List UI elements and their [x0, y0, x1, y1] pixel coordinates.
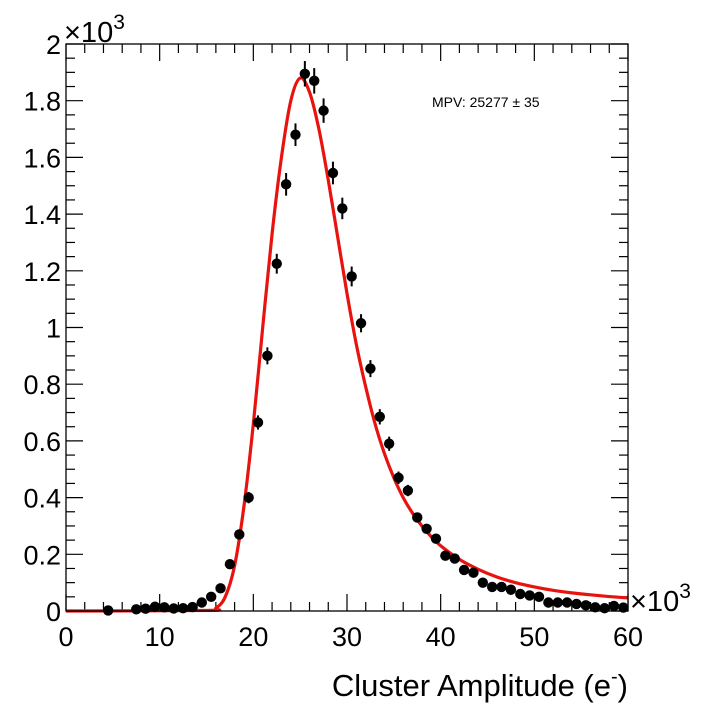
data-point — [486, 581, 498, 593]
data-point — [599, 602, 610, 614]
data-point — [561, 597, 573, 608]
data-point — [309, 75, 320, 87]
x-multiplier-exponent: 3 — [679, 580, 691, 603]
y-tick-label: 0.2 — [23, 540, 61, 570]
data-point — [477, 577, 489, 588]
data-point — [215, 583, 226, 594]
data-point — [290, 129, 301, 140]
data-point — [458, 564, 470, 576]
data-point — [449, 553, 460, 564]
x-axis-title-close: ) — [618, 668, 628, 703]
fit-curve — [65, 76, 629, 613]
data-point — [280, 179, 292, 190]
data-point — [149, 601, 161, 612]
x-axis-title-main: Cluster Amplitude (e — [332, 668, 611, 703]
x-tick-label: 50 — [519, 622, 549, 652]
points-layer — [102, 61, 629, 616]
x-axis-title-sup: - — [611, 666, 618, 688]
data-point — [187, 601, 198, 613]
data-point — [393, 472, 404, 483]
y-tick-label: 1 — [46, 314, 61, 344]
y-tick-label: 1.4 — [23, 200, 61, 230]
data-point — [571, 598, 582, 610]
y-tick-label: 0.6 — [23, 427, 61, 457]
data-point — [168, 603, 179, 614]
y-tick-label: 2 — [46, 30, 61, 60]
y-tick-label: 0 — [46, 597, 61, 627]
x-tick-label: 60 — [613, 622, 643, 652]
y-tick-label: 1.2 — [23, 257, 61, 287]
data-point — [552, 597, 563, 608]
data-point — [374, 411, 385, 423]
data-point — [543, 597, 554, 608]
x-tick-label: 10 — [145, 622, 175, 652]
data-point — [505, 584, 517, 595]
data-point — [412, 512, 423, 523]
data-point — [346, 271, 357, 282]
data-point — [196, 597, 208, 608]
y-tick-label: 0.8 — [23, 370, 61, 400]
data-point — [365, 363, 376, 374]
x-axis-title: Cluster Amplitude (e-) — [332, 666, 628, 703]
x-tick-label: 40 — [426, 622, 456, 652]
data-point — [608, 600, 620, 612]
y-multiplier-exponent: 3 — [113, 11, 125, 34]
data-point — [580, 600, 592, 611]
data-point — [299, 68, 311, 79]
data-point — [468, 567, 479, 578]
data-point — [252, 417, 264, 428]
data-point — [524, 590, 535, 601]
x-tick-label: 0 — [58, 622, 73, 652]
data-point — [421, 523, 432, 534]
fit-layer — [65, 76, 629, 613]
y-tick-label: 0.4 — [23, 484, 61, 514]
labels-layer: 0 10 20 30 40 50 60 0 0.2 0.4 0.6 0.8 1 1.2 1.4 1.6 1.8 2 — [23, 30, 643, 652]
data-point — [327, 167, 339, 179]
data-point — [402, 485, 414, 496]
y-multiplier-base: ×10 — [64, 17, 113, 49]
y-tick-label: 1.6 — [23, 143, 61, 173]
data-point — [383, 438, 395, 449]
data-point — [243, 492, 254, 503]
data-point — [140, 603, 151, 614]
data-point — [533, 591, 545, 603]
plot-frame — [65, 43, 629, 612]
annotation-mpv: MPV: 25277 ± 35 — [432, 94, 540, 110]
data-point — [496, 581, 507, 593]
data-point — [618, 602, 629, 613]
data-point — [440, 550, 451, 561]
data-point — [224, 559, 236, 570]
data-point — [590, 602, 601, 613]
data-point — [262, 350, 273, 362]
data-point — [205, 591, 217, 603]
data-point — [318, 105, 329, 116]
y-tick-label: 1.8 — [23, 87, 61, 117]
x-tick-label: 20 — [238, 622, 268, 652]
x-multiplier-base: ×10 — [630, 586, 679, 618]
data-point — [515, 588, 526, 600]
data-point — [159, 602, 170, 613]
data-point — [430, 533, 442, 544]
data-point — [131, 604, 142, 615]
y-multiplier: ×103 — [64, 11, 125, 49]
data-point — [234, 529, 245, 540]
data-point — [337, 203, 348, 214]
data-point — [177, 602, 189, 614]
x-tick-label: 30 — [332, 622, 362, 652]
x-multiplier: ×103 — [630, 580, 691, 618]
data-point — [355, 318, 367, 329]
data-point — [271, 258, 282, 269]
